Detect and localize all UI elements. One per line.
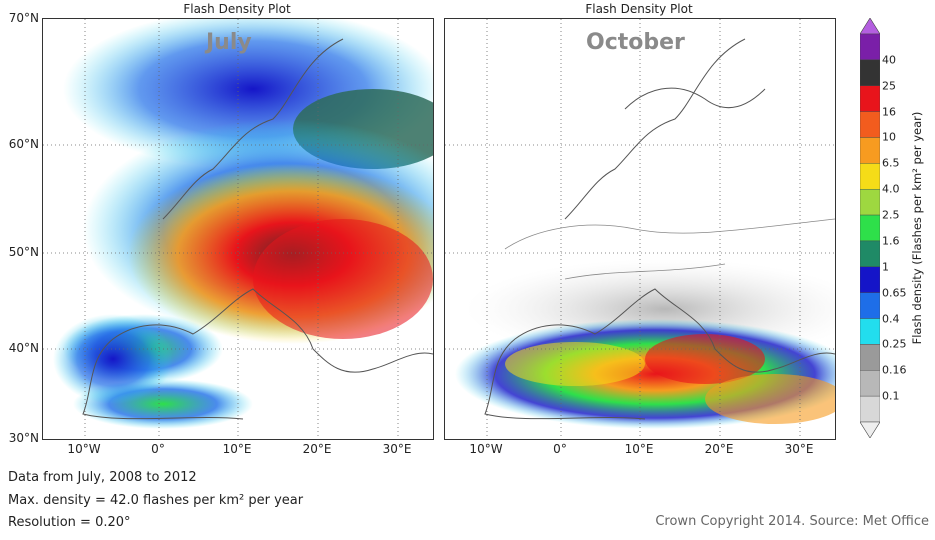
- colorbar-swatch: [860, 240, 880, 268]
- july-map-svg: [43, 19, 433, 439]
- colorbar-extend-bottom: [860, 421, 880, 438]
- lon-tick-right-10e: 10°E: [624, 442, 654, 456]
- lat-tick-70n: 70°N: [8, 11, 39, 25]
- colorbar-tick-label: 25: [882, 79, 896, 93]
- colorbar-swatch: [860, 214, 880, 242]
- colorbar-tick-label: 0.65: [882, 286, 907, 300]
- colorbar-swatch: [860, 318, 880, 345]
- october-coastline: [484, 288, 835, 420]
- lon-tick-right-10w: 10°W: [469, 442, 503, 456]
- lat-tick-30n: 30°N: [8, 431, 39, 445]
- lon-tick-right-30e: 30°E: [784, 442, 814, 456]
- lon-tick-right-20e: 20°E: [704, 442, 734, 456]
- colorbar-tick-label: 1: [882, 260, 889, 274]
- colorbar-tick-label: 16: [882, 105, 896, 119]
- info-date-range: Data from July, 2008 to 2012: [8, 470, 197, 485]
- colorbar-tick-label: 1.6: [882, 234, 900, 248]
- colorbar-swatch: [860, 33, 880, 61]
- colorbar-swatch: [860, 188, 880, 216]
- colorbar-swatch: [860, 370, 880, 397]
- october-coastline-north: [564, 38, 766, 220]
- colorbar-swatch: [860, 344, 880, 371]
- october-map-svg: [445, 19, 835, 439]
- info-resolution: Resolution = 0.20°: [8, 515, 131, 530]
- colorbar-title: Flash density (Flashes per km² per year): [910, 111, 924, 345]
- lat-tick-50n: 50°N: [8, 245, 39, 259]
- colorbar-swatch: [860, 163, 880, 190]
- colorbar-swatch: [860, 395, 880, 423]
- copyright-text: Crown Copyright 2014. Source: Met Office: [655, 514, 929, 529]
- colorbar-swatch: [860, 292, 880, 319]
- colorbar-swatch: [860, 59, 880, 86]
- lat-tick-40n: 40°N: [8, 341, 39, 355]
- october-borders: [504, 218, 835, 280]
- colorbar-tick-label: 0.1: [882, 389, 900, 403]
- colorbar-tick-label: 10: [882, 130, 896, 144]
- lon-tick-right-0: 0°: [553, 442, 567, 456]
- colorbar-tick-label: 0.25: [882, 337, 907, 351]
- panel-title-july: Flash Density Plot: [183, 2, 291, 16]
- colorbar-extend-top: [860, 18, 880, 35]
- lon-tick-left-30e: 30°E: [382, 442, 412, 456]
- october-gridlines: [445, 19, 835, 439]
- july-coastline: [82, 288, 433, 420]
- colorbar-swatch: [860, 111, 880, 138]
- colorbar-swatch: [860, 85, 880, 112]
- map-panel-october: [444, 18, 836, 440]
- lat-tick-60n: 60°N: [8, 137, 39, 151]
- panel-title-october: Flash Density Plot: [585, 2, 693, 16]
- lon-tick-left-10w: 10°W: [67, 442, 101, 456]
- info-max-density: Max. density = 42.0 flashes per km² per …: [8, 493, 304, 508]
- colorbar-swatch: [860, 266, 880, 293]
- lon-tick-left-0: 0°: [151, 442, 165, 456]
- map-panel-july: [42, 18, 434, 440]
- lon-tick-left-10e: 10°E: [222, 442, 252, 456]
- month-label-july: July: [206, 30, 252, 55]
- colorbar-tick-label: 2.5: [882, 208, 900, 222]
- july-density-field: [53, 19, 433, 429]
- october-density-field: [455, 259, 835, 429]
- july-coastline-north: [162, 38, 344, 220]
- lon-tick-left-20e: 20°E: [302, 442, 332, 456]
- colorbar-tick-label: 4.0: [882, 182, 900, 196]
- colorbar-tick-label: 0.16: [882, 363, 907, 377]
- july-gridlines: [43, 19, 433, 439]
- month-label-october: October: [586, 30, 685, 55]
- colorbar: [860, 18, 880, 438]
- colorbar-swatch: [860, 137, 880, 164]
- colorbar-tick-label: 40: [882, 53, 896, 67]
- colorbar-tick-label: 6.5: [882, 156, 900, 170]
- colorbar-tick-label: 0.4: [882, 312, 900, 326]
